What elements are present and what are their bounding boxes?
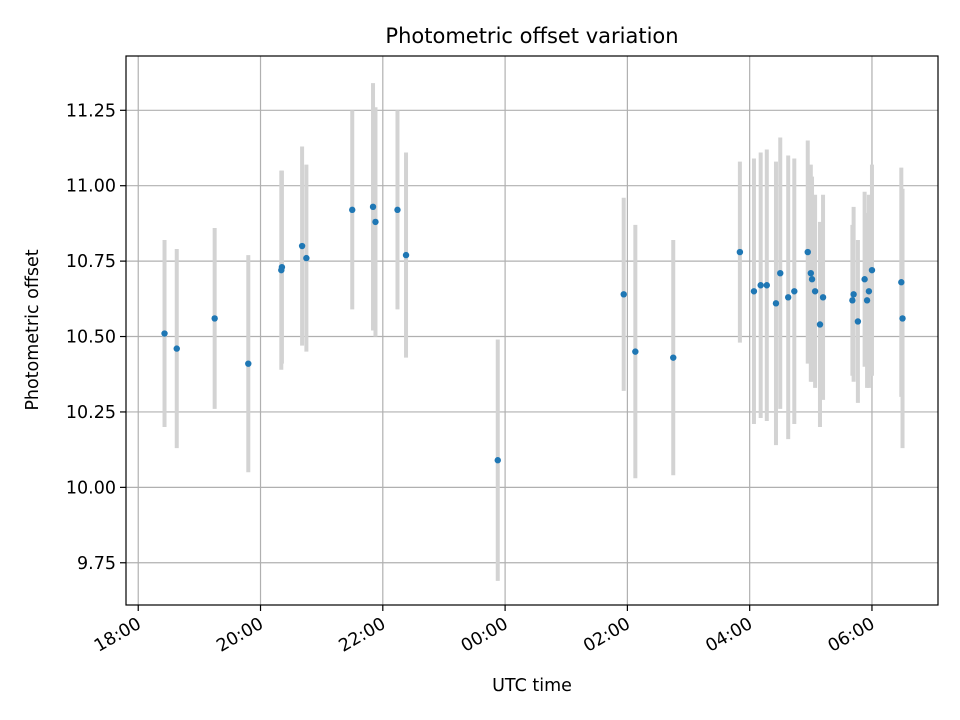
data-point — [736, 248, 744, 256]
data-point — [772, 300, 780, 307]
data-point — [777, 269, 784, 277]
data-point — [865, 288, 873, 295]
data-point — [369, 203, 377, 211]
x-axis-label: UTC time — [492, 676, 572, 696]
data-point — [349, 206, 356, 214]
data-point — [394, 206, 401, 214]
y-axis-ticks: 9.75 10.00 10.25 10.50 10.75 11.00 11.25 — [66, 101, 126, 574]
data-point — [161, 330, 168, 337]
data-point — [868, 266, 876, 274]
data-point — [494, 457, 501, 464]
data-point — [211, 315, 218, 322]
y-tick-label: 10.50 — [66, 328, 116, 348]
plot-frame — [125, 55, 939, 606]
data-point — [298, 242, 306, 250]
data-point — [620, 291, 627, 298]
y-tick-label: 10.25 — [66, 403, 116, 423]
data-point — [807, 269, 815, 277]
data-point — [898, 279, 905, 286]
data-point — [173, 345, 180, 352]
data-point — [863, 297, 871, 304]
grid-lines — [126, 56, 938, 605]
data-points — [161, 203, 906, 464]
data-point — [808, 276, 816, 283]
data-point — [861, 276, 868, 283]
data-point — [816, 321, 824, 328]
data-point — [632, 348, 639, 355]
data-point — [849, 297, 856, 304]
y-tick-label: 10.75 — [66, 252, 116, 272]
data-point — [303, 254, 310, 262]
data-point — [854, 318, 862, 325]
data-point — [402, 251, 410, 259]
data-point — [245, 360, 252, 367]
y-tick-label: 11.00 — [66, 177, 116, 197]
y-axis-label: Photometric offset — [23, 249, 43, 410]
data-point — [757, 282, 764, 289]
y-tick-label: 10.00 — [66, 478, 116, 498]
data-point — [670, 354, 677, 361]
y-tick-label: 9.75 — [77, 554, 116, 574]
data-point — [899, 315, 906, 322]
data-point — [278, 263, 286, 271]
data-point — [372, 218, 379, 226]
data-point — [791, 288, 798, 295]
data-point — [819, 294, 827, 301]
data-point — [804, 248, 811, 256]
chart-title: Photometric offset variation — [385, 24, 678, 48]
data-point — [850, 291, 857, 298]
data-point — [784, 294, 792, 301]
data-point — [811, 288, 819, 295]
y-tick-label: 11.25 — [66, 101, 116, 121]
data-point — [763, 282, 770, 289]
data-point — [750, 288, 758, 295]
